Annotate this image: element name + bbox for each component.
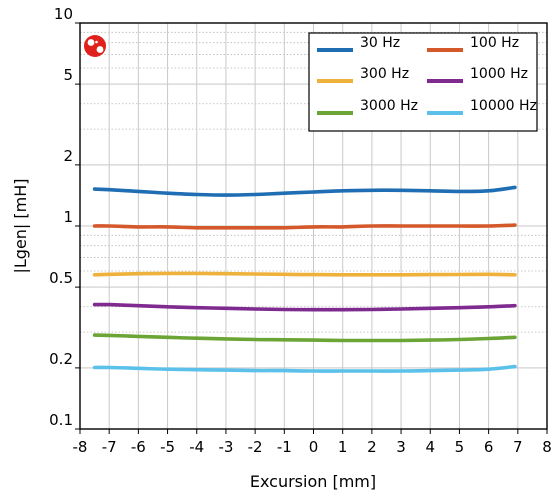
legend-entry: 100 Hz (470, 35, 519, 51)
x-tick-label: 4 (425, 438, 435, 456)
y-tick-label: 2 (63, 147, 73, 165)
y-tick-label: 5 (63, 66, 73, 84)
speaker-logo-icon (84, 35, 106, 57)
x-tick-label: 7 (513, 438, 523, 456)
x-axis-label: Excursion [mm] (250, 472, 376, 491)
series-line-300-hz (92, 271, 517, 277)
y-tick-label: 0.5 (49, 269, 73, 287)
y-tick-label: 0.1 (49, 411, 73, 429)
x-tick-label: -3 (218, 438, 233, 456)
series-line-30-hz (92, 185, 517, 197)
y-axis-label: |Lgen| [mH] (11, 178, 30, 273)
series-line-100-hz (92, 223, 517, 230)
legend-entry: 30 Hz (360, 35, 400, 51)
x-tick-labels: -8 -7 -6 -5 -4 -3 -2 -1 0 1 2 3 4 5 6 7 8 (73, 429, 552, 456)
x-tick-label: -8 (73, 438, 88, 456)
series-line-3000-hz (92, 333, 517, 343)
x-tick-label: -1 (277, 438, 292, 456)
x-tick-label: -2 (248, 438, 263, 456)
y-tick-labels: 0.1 0.2 0.5 1 2 5 10 (49, 5, 80, 430)
x-tick-label: 3 (396, 438, 406, 456)
y-tick-label: 0.2 (49, 350, 73, 368)
x-tick-label: 5 (455, 438, 465, 456)
legend-entry: 3000 Hz (360, 98, 418, 114)
x-tick-label: -5 (160, 438, 175, 456)
x-tick-label: 6 (484, 438, 494, 456)
legend-entry: 1000 Hz (470, 66, 528, 82)
x-tick-label: -7 (102, 438, 117, 456)
x-tick-label: 8 (542, 438, 552, 456)
series-lines (92, 185, 517, 373)
x-tick-label: 2 (367, 438, 377, 456)
x-tick-label: -4 (189, 438, 204, 456)
x-tick-label: -6 (131, 438, 146, 456)
legend-entry: 300 Hz (360, 66, 409, 82)
y-tick-label: 1 (63, 208, 73, 226)
x-tick-label: 0 (309, 438, 319, 456)
x-tick-label: 1 (338, 438, 348, 456)
series-line-10000-hz (92, 364, 517, 373)
y-tick-label: 10 (54, 5, 73, 23)
legend-entry: 10000 Hz (470, 98, 537, 114)
legend: 30 Hz 100 Hz 300 Hz 1000 Hz 3000 Hz 10000 Hz (308, 32, 538, 132)
series-line-1000-hz (92, 302, 517, 312)
